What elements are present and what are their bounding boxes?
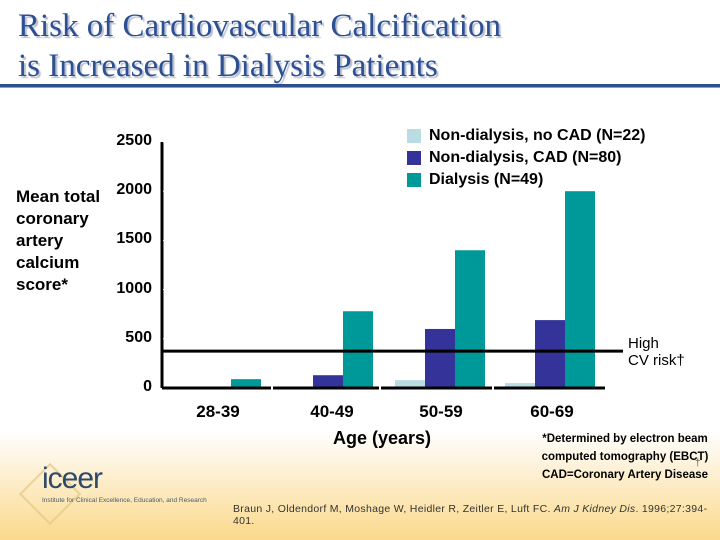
y-tick-label: 0 — [143, 378, 152, 395]
y-tick-label: 1500 — [116, 230, 152, 248]
bar-60-69-series-0 — [505, 383, 535, 388]
title-underline — [0, 84, 720, 88]
legend-label: Non-dialysis, no CAD (N=22) — [429, 127, 646, 144]
dagger-mark: † — [695, 458, 701, 469]
x-tick-label: 28-39 — [196, 402, 240, 421]
legend-swatch — [407, 129, 421, 143]
citation: Braun J, Oldendorf M, Moshage W, Heidler… — [233, 503, 720, 527]
title-line-2: is Increased in Dialysis Patients — [18, 48, 438, 84]
legend-item-dialysis: Dialysis (N=49) — [407, 169, 645, 191]
logo-wordmark: iceer — [42, 462, 103, 495]
slide-title: Risk of Cardiovascular Calcification is … — [18, 6, 501, 86]
high-cv-risk-label: High CV risk† — [628, 335, 685, 369]
y-axis-label: Mean total coronary artery calcium score… — [16, 187, 101, 294]
legend-label: Dialysis (N=49) — [429, 171, 544, 188]
x-tick-label: 60-69 — [530, 402, 574, 421]
footnote-line: computed tomography (EBCT) — [541, 451, 709, 463]
legend-item-cad: Non-dialysis, CAD (N=80) — [407, 147, 645, 169]
footnote-line: CAD=Coronary Artery Disease — [541, 469, 709, 481]
y-tick-label: 2000 — [116, 181, 152, 199]
legend-swatch — [407, 151, 421, 165]
footnote: *Determined by electron beam computed to… — [530, 430, 720, 484]
bar-50-59-series-1 — [425, 328, 455, 388]
bar-60-69-series-1 — [535, 320, 565, 388]
footnote-line: *Determined by electron beam — [542, 433, 708, 445]
iceer-logo: iceer Institute for Clinical Excellence,… — [14, 462, 234, 530]
x-tick-label: 40-49 — [310, 402, 354, 421]
bar-50-59-series-2 — [455, 250, 485, 388]
y-tick-label: 2500 — [116, 132, 152, 149]
bar-60-69-series-2 — [565, 191, 595, 388]
y-tick-label: 500 — [125, 328, 152, 346]
title-line-1: Risk of Cardiovascular Calcification — [18, 8, 501, 44]
bar-28-39-series-2 — [231, 379, 261, 388]
risk-label-line-2: CV risk† — [628, 352, 685, 369]
legend-item-no-cad: Non-dialysis, no CAD (N=22) — [407, 125, 645, 147]
bar-40-49-series-1 — [313, 375, 343, 388]
x-tick-label: 50-59 — [419, 402, 463, 421]
x-axis-label: Age (years) — [333, 428, 432, 448]
citation-authors: Braun J, Oldendorf M, Moshage W, Heidler… — [233, 503, 554, 515]
citation-journal: Am J Kidney Dis — [553, 503, 636, 515]
logo-subtitle: Institute for Clinical Excellence, Educa… — [42, 497, 207, 504]
y-tick-label: 1000 — [116, 279, 152, 297]
legend: Non-dialysis, no CAD (N=22) Non-dialysis… — [407, 125, 645, 191]
legend-swatch — [407, 173, 421, 187]
legend-label: Non-dialysis, CAD (N=80) — [429, 149, 622, 166]
risk-label-line-1: High — [628, 335, 659, 352]
bar-50-59-series-0 — [395, 380, 425, 388]
citation-details: . 1996;27:394-401. — [233, 503, 708, 527]
